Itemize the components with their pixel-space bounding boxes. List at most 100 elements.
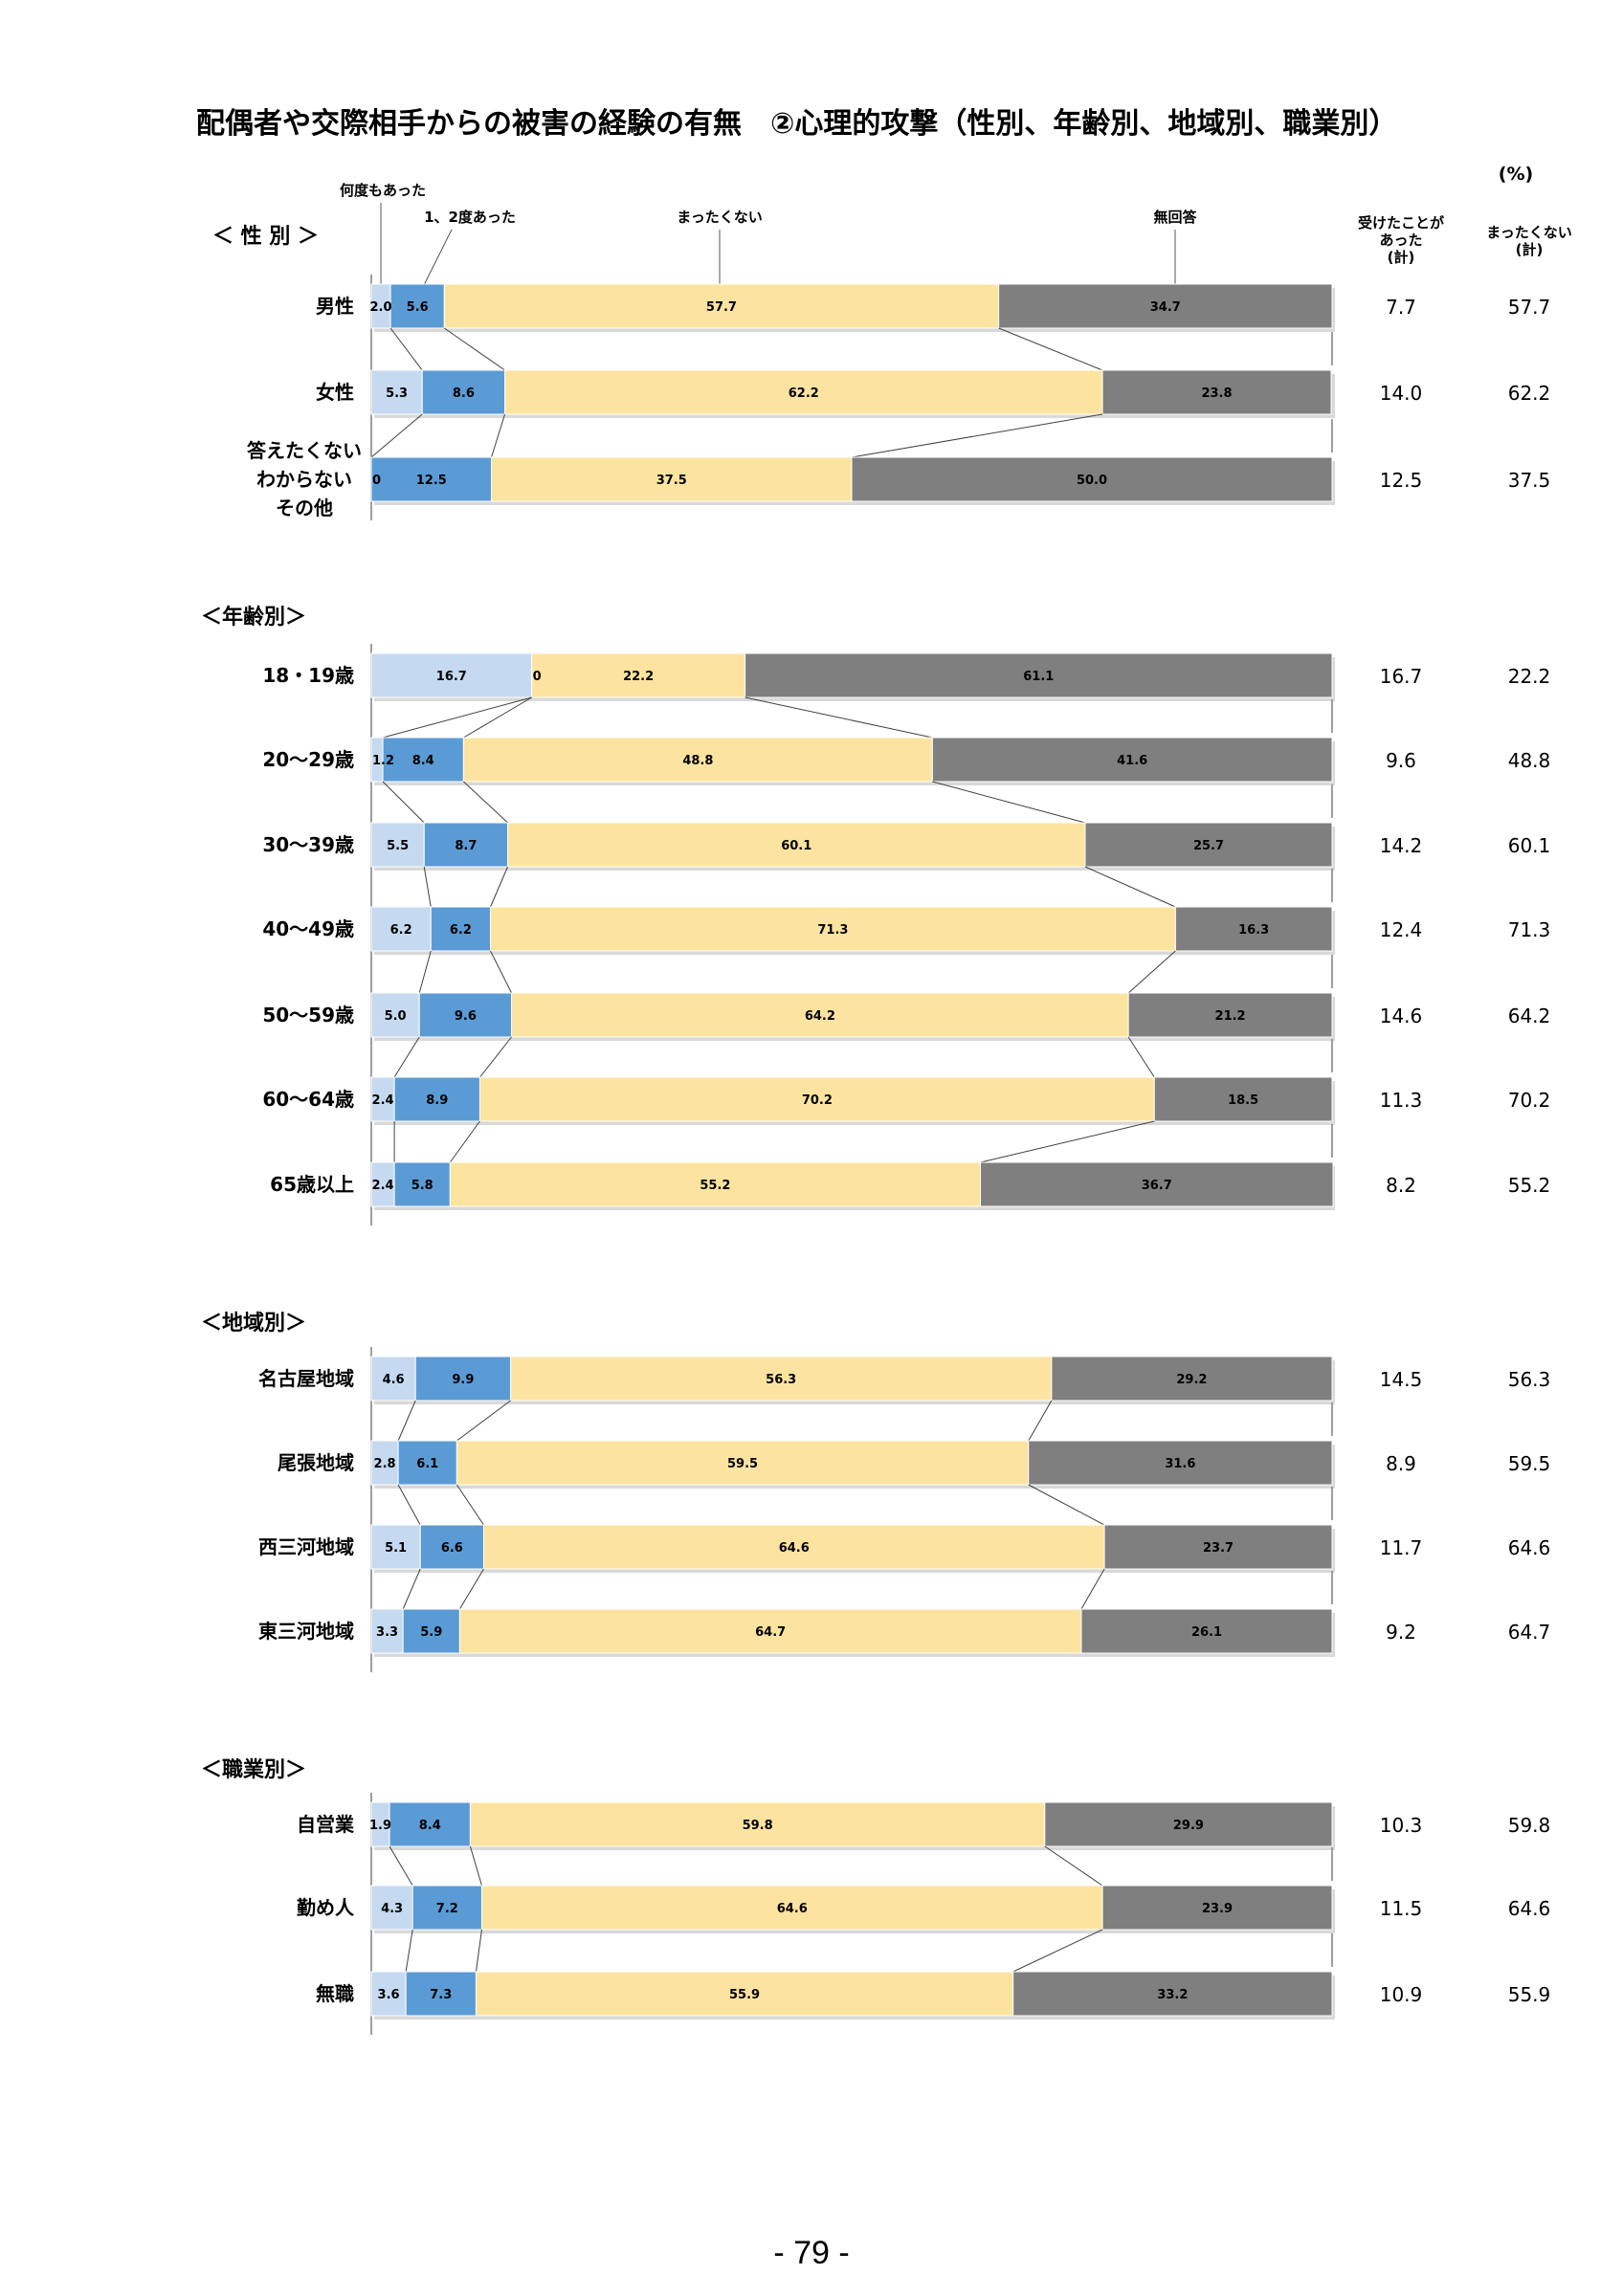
bar-segment [411, 1885, 482, 1931]
bar-segment [507, 822, 1086, 868]
row-label: 18・19歳 [262, 664, 354, 687]
bar-value-label: 8.4 [412, 754, 434, 768]
bar-segment [462, 737, 933, 783]
bar-value-label: 64.6 [777, 1902, 808, 1916]
experienced-total-value: 16.7 [1380, 665, 1423, 688]
row-label: 東三河地域 [258, 1620, 354, 1643]
never-total-value: 57.7 [1508, 296, 1551, 319]
series-connector-line [393, 1036, 420, 1078]
never-total-value: 71.3 [1508, 918, 1551, 941]
bar-value-label: 2.4 [372, 1093, 394, 1108]
page-title: 配偶者や交際相手からの被害の経験の有無 ②心理的攻撃（性別、年齢別、地域別、職業… [196, 107, 1398, 141]
bar-value-label: 48.8 [682, 754, 713, 768]
experienced-total-value: 12.5 [1380, 469, 1423, 492]
bar-value-label: 33.2 [1157, 1988, 1188, 2002]
bar-value-label: 64.7 [755, 1625, 786, 1640]
bar-segment [851, 456, 1333, 502]
series-connector-line [490, 866, 509, 908]
bar-value-label: 5.0 [385, 1009, 407, 1024]
bar-value-label: 18.5 [1228, 1093, 1258, 1108]
summary-header-experienced: (計) [1388, 249, 1415, 266]
bar-value-label: 21.2 [1215, 1009, 1246, 1024]
series-connector-line [980, 1120, 1155, 1163]
bar-segment [1051, 1356, 1333, 1402]
bar-value-label: 0 [533, 670, 542, 684]
never-total-value: 37.5 [1508, 469, 1551, 492]
bar-segment [531, 652, 746, 698]
row-label: 30～39歳 [262, 833, 354, 856]
series-connector-line [456, 1484, 484, 1526]
series-connector-line [1084, 866, 1176, 908]
series-connector-line [418, 950, 432, 994]
group-title: ＜ 性 別 ＞ [212, 225, 319, 249]
bar-value-label: 2.4 [372, 1179, 394, 1193]
bar-value-label: 2.0 [370, 300, 392, 315]
bar-segment [478, 1076, 1155, 1122]
page-number: - 79 - [773, 2235, 850, 2271]
bar-segment [458, 1608, 1082, 1654]
bar-value-label: 8.6 [453, 386, 475, 401]
bar-value-label: 31.6 [1165, 1457, 1195, 1471]
bar-segment [370, 1524, 421, 1570]
summary-header-never: まったくない [1486, 224, 1571, 241]
bar-value-label: 5.8 [411, 1179, 434, 1193]
series-connector-line [397, 1484, 421, 1526]
experienced-total-value: 14.2 [1380, 834, 1423, 857]
bar-value-label: 4.3 [381, 1902, 403, 1916]
summary-header-experienced: あった [1379, 232, 1422, 249]
row-label: 男性 [316, 295, 354, 318]
series-connector-line [402, 1568, 421, 1610]
bar-segment [475, 1971, 1014, 2017]
bar-value-label: 1.2 [372, 754, 394, 768]
series-connector-line [382, 696, 532, 739]
bar-segment [370, 1440, 399, 1486]
bar-value-label: 61.1 [1023, 670, 1054, 684]
bar-segment [931, 737, 1333, 783]
experienced-total-value: 11.3 [1380, 1089, 1423, 1112]
row-label: 西三河地域 [258, 1535, 354, 1558]
experienced-total-value: 14.0 [1380, 382, 1423, 405]
bar-value-label: 4.6 [383, 1373, 405, 1387]
series-connector-line [745, 696, 933, 739]
bar-value-label: 8.4 [419, 1819, 441, 1833]
row-label: 20～29歳 [262, 748, 354, 771]
series-connector-line [382, 781, 425, 824]
bar-segment [456, 1440, 1030, 1486]
bar-value-label: 22.2 [623, 670, 654, 684]
legend-leader-once [423, 229, 453, 286]
bar-segment [1174, 906, 1333, 952]
bar-segment [1101, 369, 1332, 415]
bar-value-label: 16.3 [1238, 923, 1269, 938]
experienced-total-value: 7.7 [1386, 296, 1416, 319]
bar-segment [998, 283, 1333, 329]
bar-value-label: 62.2 [789, 386, 819, 401]
experienced-total-value: 14.6 [1380, 1004, 1423, 1027]
bar-value-label: 9.9 [452, 1373, 474, 1387]
bar-value-label: 64.6 [779, 1541, 810, 1556]
bar-segment [1012, 1971, 1333, 2017]
series-connector-line [1127, 1036, 1155, 1078]
bar-segment [510, 1356, 1053, 1402]
never-total-value: 70.2 [1508, 1089, 1551, 1112]
experienced-total-value: 8.2 [1386, 1174, 1416, 1197]
series-connector-line [449, 1120, 480, 1163]
never-total-value: 64.6 [1508, 1897, 1551, 1920]
bar-value-label: 26.1 [1191, 1625, 1222, 1640]
experienced-total-value: 12.4 [1380, 918, 1423, 941]
bar-value-label: 8.7 [455, 839, 477, 853]
bar-segment [489, 906, 1176, 952]
bar-segment [418, 992, 513, 1038]
series-connector-line [1028, 1484, 1105, 1526]
bar-segment [414, 1356, 512, 1402]
bar-value-label: 9.6 [455, 1009, 477, 1024]
never-total-value: 22.2 [1508, 665, 1551, 688]
bar-segment [449, 1161, 982, 1207]
bar-value-label: 6.1 [416, 1457, 438, 1471]
bar-value-label: 34.7 [1150, 300, 1181, 315]
bar-segment [469, 1801, 1046, 1847]
bar-value-label: 57.7 [706, 300, 737, 315]
bar-segment [1084, 822, 1333, 868]
bar-value-label: 3.6 [378, 1988, 400, 2002]
bar-segment [443, 283, 1000, 329]
